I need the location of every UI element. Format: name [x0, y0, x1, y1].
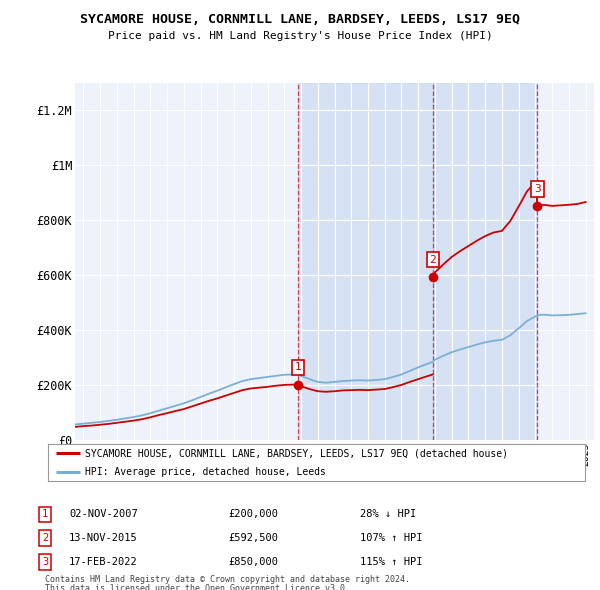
- Text: 02-NOV-2007: 02-NOV-2007: [69, 510, 138, 519]
- Text: 1: 1: [295, 362, 302, 372]
- Text: 107% ↑ HPI: 107% ↑ HPI: [360, 533, 422, 543]
- Text: HPI: Average price, detached house, Leeds: HPI: Average price, detached house, Leed…: [85, 467, 325, 477]
- Text: 2: 2: [430, 254, 436, 264]
- Text: £200,000: £200,000: [228, 510, 278, 519]
- Text: 1: 1: [42, 510, 48, 519]
- Bar: [433, 83, 538, 440]
- Text: £592,500: £592,500: [228, 533, 278, 543]
- Text: 28% ↓ HPI: 28% ↓ HPI: [360, 510, 416, 519]
- Text: 17-FEB-2022: 17-FEB-2022: [69, 557, 138, 566]
- Text: £850,000: £850,000: [228, 557, 278, 566]
- Text: SYCAMORE HOUSE, CORNMILL LANE, BARDSEY, LEEDS, LS17 9EQ (detached house): SYCAMORE HOUSE, CORNMILL LANE, BARDSEY, …: [85, 448, 508, 458]
- Text: 3: 3: [534, 184, 541, 194]
- Text: This data is licensed under the Open Government Licence v3.0.: This data is licensed under the Open Gov…: [45, 584, 350, 590]
- Text: 115% ↑ HPI: 115% ↑ HPI: [360, 557, 422, 566]
- Text: Contains HM Land Registry data © Crown copyright and database right 2024.: Contains HM Land Registry data © Crown c…: [45, 575, 410, 584]
- Text: 3: 3: [42, 557, 48, 566]
- Text: Price paid vs. HM Land Registry's House Price Index (HPI): Price paid vs. HM Land Registry's House …: [107, 31, 493, 41]
- Text: 2: 2: [42, 533, 48, 543]
- Text: SYCAMORE HOUSE, CORNMILL LANE, BARDSEY, LEEDS, LS17 9EQ: SYCAMORE HOUSE, CORNMILL LANE, BARDSEY, …: [80, 13, 520, 26]
- Text: 13-NOV-2015: 13-NOV-2015: [69, 533, 138, 543]
- Bar: [298, 83, 433, 440]
